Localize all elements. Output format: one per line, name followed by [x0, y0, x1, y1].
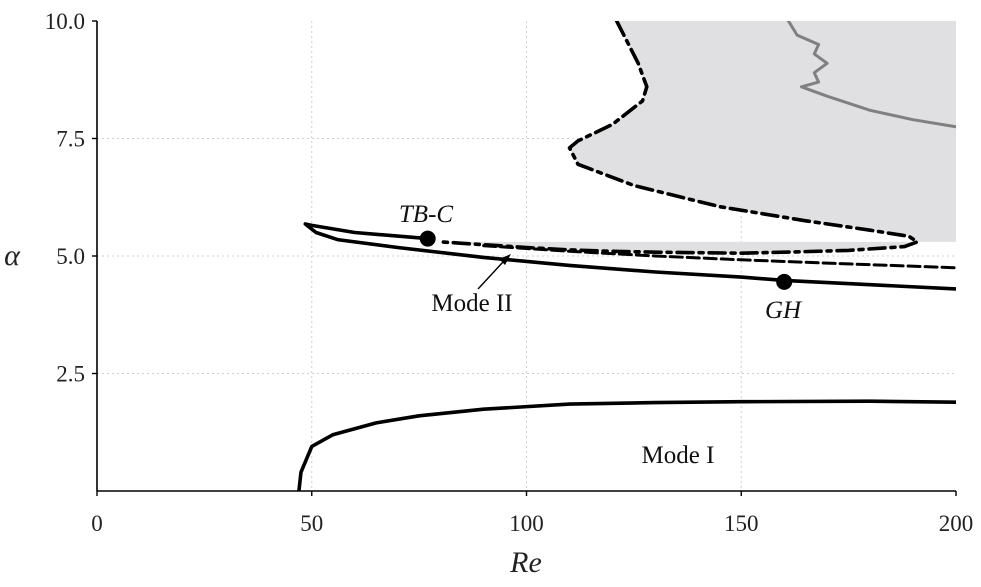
marker-tb-c — [419, 230, 436, 247]
tbc-label: TB-C — [399, 201, 454, 228]
mode-ii-arrow-line — [477, 261, 504, 290]
x-tick-label: 200 — [939, 511, 974, 536]
y-tick-label: 7.5 — [56, 127, 85, 152]
x-tick-label: 100 — [509, 511, 544, 536]
mode-i-label: Mode I — [642, 442, 715, 469]
x-tick-label: 150 — [724, 511, 759, 536]
mode-ii-arrow-head — [499, 254, 511, 265]
markers — [419, 230, 793, 290]
x-tick-label: 50 — [300, 511, 323, 536]
series-line-solid-4 — [297, 399, 956, 491]
series-line-grey-3 — [787, 21, 956, 129]
marker-gh — [776, 273, 793, 290]
x-tick-label: 0 — [91, 511, 103, 536]
shaded-region-layer — [440, 21, 956, 254]
mode-ii-label: Mode II — [431, 290, 512, 317]
shaded-region — [440, 21, 956, 254]
y-tick-label: 2.5 — [56, 362, 85, 387]
y-tick-label: 5.0 — [56, 244, 85, 269]
gh-label: GH — [765, 297, 803, 324]
x-axis-title: Re — [509, 546, 542, 579]
y-axis-title: α — [4, 239, 21, 272]
ticks: 0 50 100 150 200 2.5 5.0 7.5 10.0 — [45, 9, 974, 536]
series-line-dash-dot-2 — [438, 21, 920, 255]
y-tick-label: 10.0 — [45, 9, 85, 34]
